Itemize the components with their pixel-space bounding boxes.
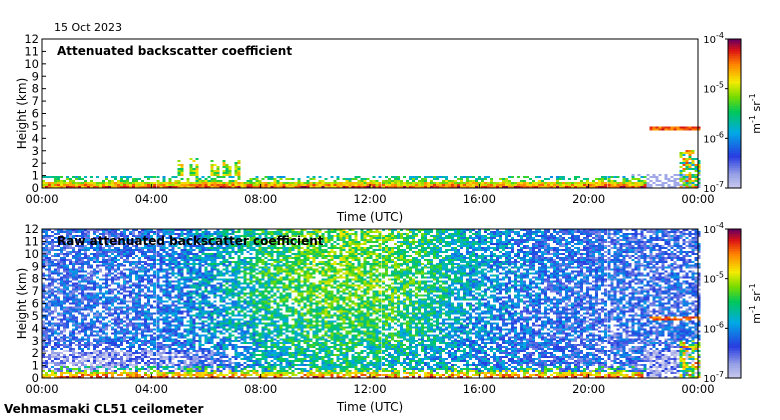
chart-title-bottom: Raw attenuated backscatter coefficient [57,234,324,248]
y-tick-label-top: 7 [32,94,39,108]
plot-background-top [42,39,698,188]
x-tick-label-top: 08:00 [244,192,277,206]
y-tick-label-bottom: 3 [32,334,39,348]
colorbar-label-bottom: m-1 sr-1 [748,283,763,323]
colorbar-tick-label-bottom: 10-5 [703,271,724,286]
y-tick-label-top: 11 [24,44,39,58]
colorbar-label-top: m-1 sr-1 [748,93,763,133]
x-tick-label-top: 16:00 [463,192,496,206]
x-tick-label-bottom: 08:00 [244,382,277,396]
x-tick-label-top: 12:00 [353,192,386,206]
x-axis-label-top: Time (UTC) [336,210,403,224]
colorbar-tick-label-bottom: 10-7 [703,370,724,385]
x-tick-label-top: 20:00 [572,192,605,206]
colorbar-tick-label-bottom: 10-6 [703,320,724,335]
y-tick-label-bottom: 11 [24,234,39,248]
y-tick-label-bottom: 12 [24,222,39,236]
colorbar-tick-label-bottom: 10-4 [703,221,724,236]
x-tick-label-bottom: 04:00 [135,382,168,396]
colorbar-tick-label-top: 10-5 [703,81,724,96]
x-tick-label-bottom: 00:00 [25,382,58,396]
y-tick-label-top: 0 [32,181,39,195]
y-tick-label-bottom: 4 [32,321,39,335]
x-axis-label-bottom: Time (UTC) [336,400,403,414]
x-tick-label-top: 04:00 [135,192,168,206]
x-tick-label-top: 00:00 [25,192,58,206]
y-tick-label-bottom: 9 [32,259,39,273]
x-tick-label-top: 00:00 [681,192,714,206]
y-tick-label-bottom: 1 [32,359,39,373]
x-tick-label-bottom: 16:00 [463,382,496,396]
y-tick-label-top: 4 [32,131,39,145]
y-tick-label-top: 1 [32,169,39,183]
y-tick-label-top: 5 [32,119,39,133]
instrument-caption: Vehmasmaki CL51 ceilometer [4,402,204,416]
date-label: 15 Oct 2023 [54,21,123,34]
y-tick-label-top: 2 [32,156,39,170]
x-tick-label-bottom: 20:00 [572,382,605,396]
y-tick-label-top: 9 [32,69,39,83]
colorbar-top: 10-4 10-5 10-6 10-7 m-1 sr-1 [703,31,763,195]
y-tick-label-bottom: 6 [32,297,39,311]
y-axis-label-top: Height (km) [15,78,29,149]
y-tick-label-top: 6 [32,107,39,121]
colorbar-tick-label-top: 10-6 [703,130,724,145]
y-tick-label-bottom: 2 [32,346,39,360]
colorbar-frame-top [727,38,742,189]
chart-title-top: Attenuated backscatter coefficient [57,44,293,58]
y-axis-label-bottom: Height (km) [15,268,29,339]
y-tick-label-top: 10 [24,57,39,71]
backscatter-field-top [42,126,701,188]
colorbar-frame-bottom [727,228,742,379]
y-tick-label-top: 12 [24,32,39,46]
colorbar-bottom: 10-4 10-5 10-6 10-7 m-1 sr-1 [703,221,763,385]
colorbar-tick-label-top: 10-7 [703,180,724,195]
x-tick-label-bottom: 12:00 [353,382,386,396]
y-tick-label-top: 8 [32,82,39,96]
y-tick-label-bottom: 0 [32,371,39,385]
y-tick-label-bottom: 10 [24,247,39,261]
y-tick-label-top: 3 [32,144,39,158]
y-tick-label-bottom: 8 [32,272,39,286]
colorbar-tick-label-top: 10-4 [703,31,724,46]
y-tick-label-bottom: 7 [32,284,39,298]
backscatter-field-bottom [42,229,701,378]
y-tick-label-bottom: 5 [32,309,39,323]
x-tick-label-bottom: 00:00 [681,382,714,396]
